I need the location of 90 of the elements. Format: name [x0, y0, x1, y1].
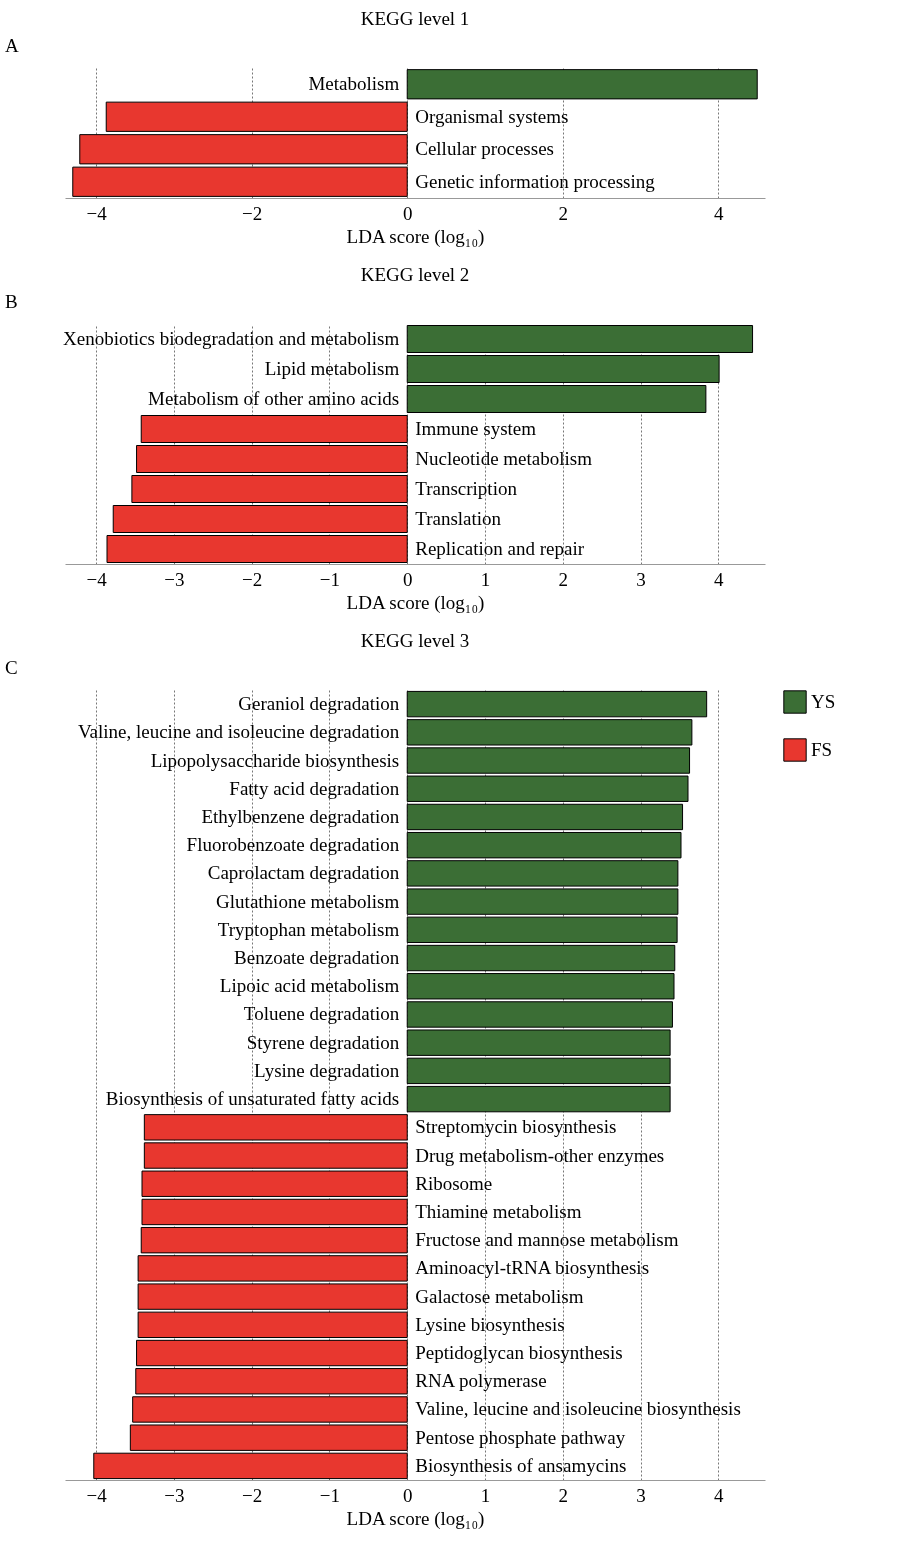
y-tick-label: Lysine degradation	[254, 1059, 400, 1081]
y-tick-label: Lysine biosynthesis	[415, 1313, 565, 1335]
x-tick-label: 0	[402, 568, 413, 590]
bar	[406, 325, 754, 353]
bar	[406, 1057, 671, 1085]
y-tick-label: Metabolism of other amino acids	[148, 388, 400, 409]
text: C	[5, 657, 18, 678]
legend-label: YS	[811, 691, 836, 712]
x-tick-label: −1	[319, 568, 341, 590]
legend-label: FS	[811, 739, 833, 760]
y-tick-label: Valine, leucine and isoleucine biosynthesis	[415, 1398, 741, 1420]
y-tick-label: Biosynthesis of unsaturated fatty acids	[105, 1088, 400, 1110]
y-tick-label: Fatty acid degradation	[229, 777, 400, 799]
y-tick-label: Peptidoglycan biosynthesis	[415, 1342, 623, 1364]
y-tick-label: Translation	[415, 508, 502, 529]
x-tick-label: 4	[714, 568, 725, 590]
y-tick-label: Streptomycin biosynthesis	[415, 1116, 617, 1138]
x-tick-label: −2	[242, 1484, 263, 1506]
y-tick-label: Glutathione metabolism	[216, 890, 400, 912]
y-tick-label: Styrene degradation	[246, 1031, 400, 1053]
x-tick-label: −2	[242, 202, 263, 224]
x-tick-label: −4	[86, 202, 108, 224]
chart-title: KEGG level 1	[360, 8, 470, 29]
y-tick-label: Lipopolysaccharide biosynthesis	[150, 749, 400, 771]
bar	[406, 944, 676, 972]
y-tick-label: Drug metabolism-other enzymes	[415, 1144, 665, 1166]
x-tick-label: 1	[480, 568, 491, 590]
x-tick-label: 0	[402, 1484, 413, 1506]
x-tick-label: 0	[402, 202, 413, 224]
x-tick-label: 3	[636, 1484, 646, 1506]
y-tick-label: Caprolactam degradation	[207, 862, 400, 884]
x-tick-label: −3	[164, 1484, 185, 1506]
x-tick-label: −4	[86, 568, 108, 590]
x-tick-label: 4	[714, 202, 725, 224]
x-tick-label: −1	[319, 1484, 341, 1506]
bar	[406, 1085, 671, 1113]
y-tick-label: Lipid metabolism	[264, 358, 400, 379]
y-tick-label: Cellular processes	[415, 138, 554, 160]
y-tick-label: Thiamine metabolism	[415, 1200, 582, 1222]
y-tick-label: Fructose and mannose metabolism	[415, 1229, 679, 1251]
x-tick-label: −3	[164, 568, 185, 590]
y-tick-label: Geraniol degradation	[238, 693, 400, 715]
chart-title: KEGG level 3	[360, 630, 470, 651]
bar	[136, 1339, 408, 1367]
x-tick-label: −4	[86, 1484, 108, 1506]
x-tick-label: 4	[714, 1484, 725, 1506]
y-tick-label: Replication and repair	[415, 538, 585, 559]
text: A	[5, 35, 19, 56]
bar	[106, 535, 408, 563]
y-tick-label: Pentose phosphate pathway	[415, 1426, 626, 1448]
y-tick-label: Transcription	[415, 478, 518, 499]
y-tick-label: Genetic information processing	[415, 170, 656, 192]
x-tick-label: 2	[558, 202, 569, 224]
y-tick-label: Immune system	[415, 418, 537, 439]
y-tick-label: Toluene degradation	[243, 1003, 400, 1025]
x-tick-label: 3	[636, 568, 646, 590]
y-tick-label: Organismal systems	[415, 105, 569, 127]
y-tick-label: Valine, leucine and isoleucine degradation	[77, 721, 400, 743]
x-tick-label: 1	[480, 1484, 491, 1506]
y-tick-label: Benzoate degradation	[234, 947, 400, 969]
bar	[406, 385, 707, 413]
bar	[141, 1198, 408, 1226]
bar	[406, 690, 708, 718]
bar	[406, 803, 684, 831]
bar	[93, 1452, 408, 1480]
x-axis-title: LDA score (log₁₀)	[346, 591, 485, 614]
x-axis-title: LDA score (log₁₀)	[346, 1507, 485, 1530]
y-tick-label: Metabolism	[308, 73, 400, 95]
bar	[136, 445, 408, 473]
y-tick-label: Ribosome	[415, 1172, 493, 1194]
bar	[406, 355, 720, 383]
y-tick-label: Tryptophan metabolism	[217, 918, 400, 940]
y-tick-label: Ethylbenzene degradation	[201, 805, 400, 827]
bar	[131, 475, 408, 503]
y-tick-label: Xenobiotics biodegradation and metabolism	[63, 328, 400, 349]
y-tick-label: Biosynthesis of ansamycins	[415, 1454, 627, 1476]
chart-title: KEGG level 2	[360, 264, 470, 285]
text: B	[5, 291, 18, 312]
x-tick-label: −2	[242, 568, 263, 590]
y-tick-label: Galactose metabolism	[415, 1285, 584, 1307]
x-tick-label: 2	[558, 568, 569, 590]
y-tick-label: Lipoic acid metabolism	[219, 975, 400, 997]
y-tick-label: Aminoacyl-tRNA biosynthesis	[415, 1257, 650, 1279]
x-axis-title: LDA score (log₁₀)	[346, 225, 485, 248]
bar	[112, 505, 408, 533]
bar	[140, 415, 408, 443]
y-tick-label: RNA polymerase	[415, 1370, 547, 1392]
x-tick-label: 2	[558, 1484, 569, 1506]
y-tick-label: Fluorobenzoate degradation	[186, 834, 400, 856]
y-tick-label: Nucleotide metabolism	[415, 448, 593, 469]
